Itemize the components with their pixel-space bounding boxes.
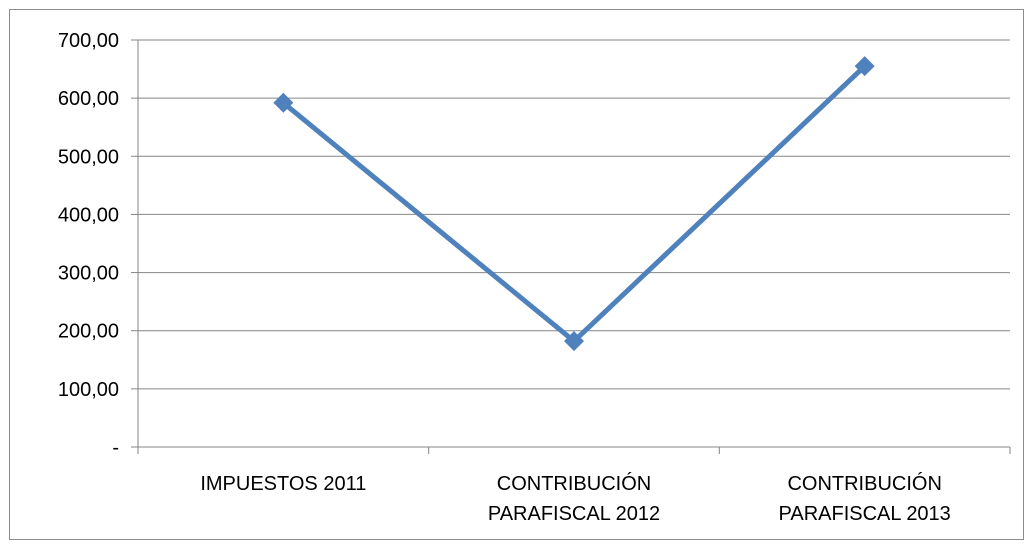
chart-frame <box>9 9 1024 540</box>
y-tick-label: 400,00 <box>58 204 119 226</box>
y-tick-label: - <box>112 437 119 459</box>
x-tick-label: CONTRIBUCIÓN PARAFISCAL 2012 <box>488 472 660 525</box>
data-point-marker <box>854 56 875 77</box>
y-tick-label: 100,00 <box>58 379 119 401</box>
y-tick-label: 500,00 <box>58 146 119 168</box>
x-tick-label: IMPUESTOS 2011 <box>200 473 366 495</box>
y-tick-label: 700,00 <box>58 30 119 52</box>
y-tick-label: 600,00 <box>58 88 119 110</box>
series-line <box>281 64 867 344</box>
x-tick-label: CONTRIBUCIÓN PARAFISCAL 2013 <box>779 472 951 525</box>
y-tick-label: 300,00 <box>58 263 119 285</box>
data-point-marker <box>564 331 584 352</box>
y-tick-label: 200,00 <box>58 321 119 343</box>
data-point-marker <box>273 92 294 113</box>
